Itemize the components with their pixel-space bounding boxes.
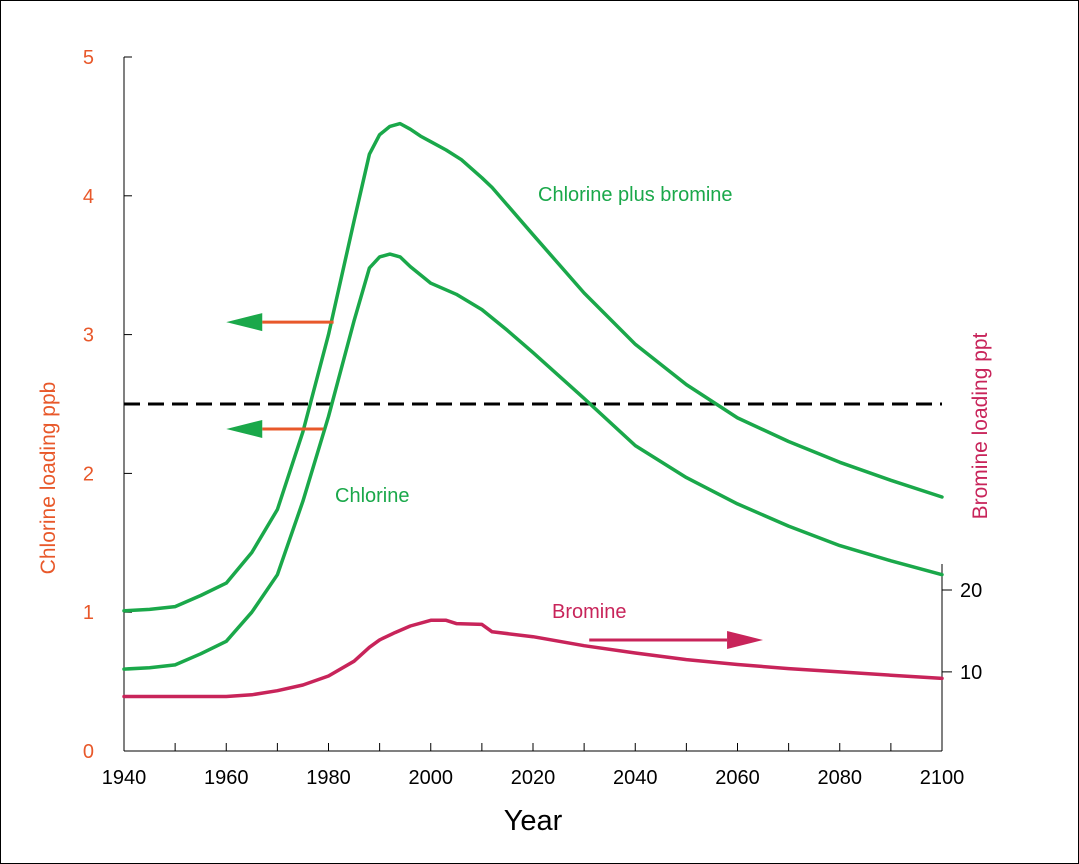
y-tick-label-left: 2 [83,463,94,485]
series-layer [122,121,944,699]
x-tick-label: 2020 [511,767,556,789]
arrow-head-3 [727,630,764,649]
x-tick-label: 1960 [204,767,249,789]
y-tick-label-left: 0 [83,741,94,763]
arrow-layer [226,313,764,649]
label-chlorine-plus-bromine: Chlorine plus bromine [538,184,733,206]
label-layer: Chlorine plus bromine Chlorine Bromine Y… [37,184,992,837]
arrow-head-1 [226,313,263,332]
y-axis-label-left: Chlorine loading ppb [37,382,60,575]
x-tick-label: 2060 [715,767,760,789]
arrow-head-2 [226,419,263,438]
y-tick-label-right: 20 [960,580,982,602]
x-tick-label: 2080 [818,767,863,789]
series-line-chlorine [122,252,944,671]
x-tick-label: 2000 [409,767,454,789]
x-axis-label: Year [504,805,563,837]
series-line-chlorine-plus-bromine [122,121,944,613]
label-bromine: Bromine [552,601,626,623]
axes: 0 1 2 3 4 5 1940 1960 1980 2000 2020 2040 2060 2080 21… [83,47,982,789]
y-axis-label-right: Bromine loading ppt [969,332,992,519]
series-line-bromine [122,618,944,699]
y-tick-label-right: 10 [960,662,982,684]
y-tick-label-left: 4 [83,186,94,208]
x-tick-label: 2100 [920,767,965,789]
y-tick-label-left: 1 [83,602,94,624]
x-tick-label: 2040 [613,767,658,789]
y-tick-label-left: 3 [83,325,94,347]
y-tick-label-left: 5 [83,47,94,69]
x-tick-label: 1940 [102,767,147,789]
x-tick-label: 1980 [306,767,351,789]
label-chlorine: Chlorine [335,485,409,507]
